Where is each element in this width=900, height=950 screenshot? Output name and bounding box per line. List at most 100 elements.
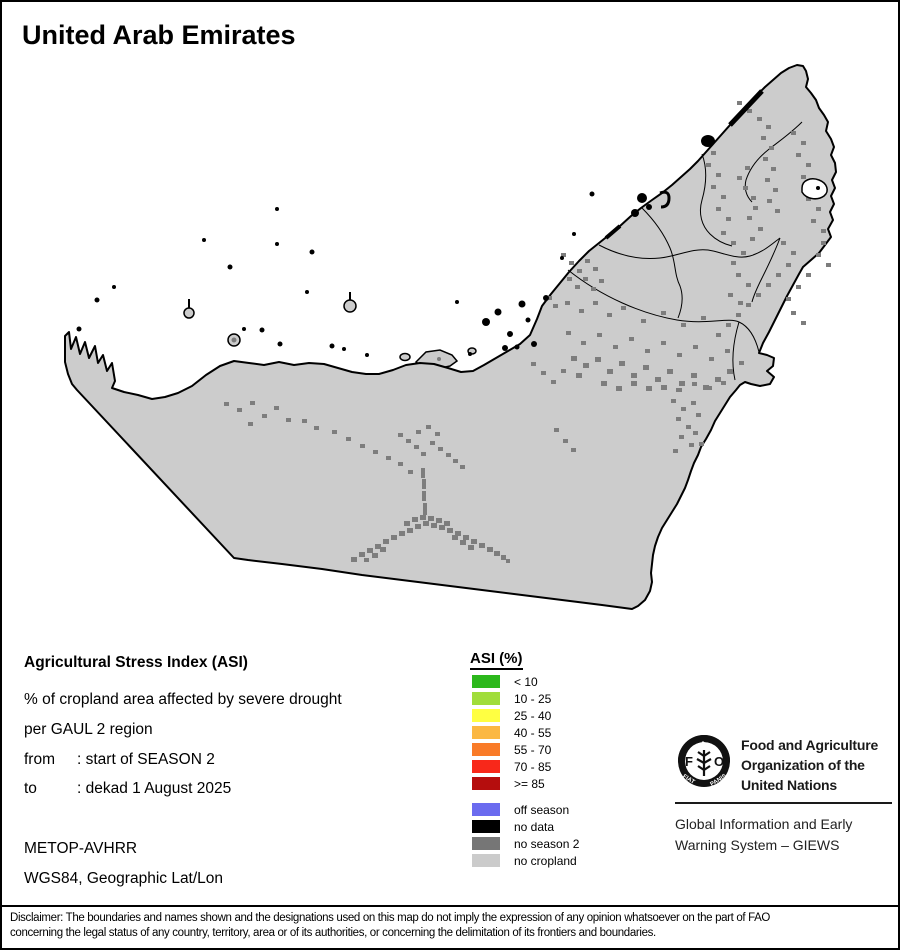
legend-class-label: 25 - 40 bbox=[514, 708, 552, 723]
coast-mark bbox=[728, 89, 764, 127]
palm-island bbox=[637, 193, 647, 203]
legend-color-swatch bbox=[472, 803, 500, 816]
sea-dot bbox=[342, 347, 346, 351]
fao-logo-icon: F A O FIAT PANIS bbox=[678, 735, 730, 788]
uae-landmass bbox=[64, 64, 837, 610]
legend-class-label: >= 85 bbox=[514, 776, 545, 791]
coastal-islet bbox=[543, 295, 549, 301]
legend-color-swatch bbox=[472, 777, 500, 790]
legend-color-swatch bbox=[472, 760, 500, 773]
island bbox=[343, 299, 357, 313]
sea-dot bbox=[275, 207, 279, 211]
sea-dot bbox=[275, 242, 279, 246]
sea-dot bbox=[202, 238, 206, 242]
sensor-name: METOP-AVHRR bbox=[24, 840, 138, 857]
fao-org-name: Food and Agriculture Organization of the… bbox=[741, 735, 878, 795]
legend-row: no cropland bbox=[472, 852, 579, 869]
sea-dot bbox=[242, 327, 246, 331]
legend-color-swatch bbox=[472, 743, 500, 756]
legend-row: no season 2 bbox=[472, 835, 579, 852]
admin-boundaries bbox=[567, 121, 803, 381]
sea-dot bbox=[329, 343, 335, 349]
legend-color-swatch bbox=[472, 692, 500, 705]
palm-island bbox=[631, 209, 639, 217]
sea-dot bbox=[305, 290, 309, 294]
coastal-islet bbox=[531, 341, 537, 347]
legend-status-label: no data bbox=[514, 819, 555, 834]
coastal-islet bbox=[494, 308, 502, 316]
asi-region-level: per GAUL 2 region bbox=[24, 721, 153, 738]
sea-dot bbox=[227, 264, 233, 270]
legend-color-swatch bbox=[472, 854, 500, 867]
sea-dot bbox=[455, 300, 459, 304]
period-from-value: : start of SEASON 2 bbox=[77, 751, 215, 768]
legend-color-swatch bbox=[472, 709, 500, 722]
fao-org-line3: United Nations bbox=[741, 777, 837, 793]
legend-status-label: no cropland bbox=[514, 853, 577, 868]
legend-asi-classes: < 10 10 - 25 25 - 40 40 - 55 55 - 70 70 … bbox=[472, 673, 551, 792]
island-group bbox=[183, 292, 477, 370]
no-season-patches bbox=[224, 101, 831, 563]
coastal-islet bbox=[507, 331, 513, 337]
disclaimer-divider bbox=[2, 905, 898, 907]
giews-line1: Global Information and Early bbox=[675, 816, 853, 832]
asi-heading: Agricultural Stress Index (ASI) bbox=[24, 654, 248, 671]
svg-text:A: A bbox=[699, 740, 707, 752]
sea-dot bbox=[560, 256, 564, 260]
island bbox=[399, 352, 411, 362]
lagoon bbox=[801, 178, 828, 200]
no-data-blob bbox=[701, 135, 715, 147]
legend-class-label: 70 - 85 bbox=[514, 759, 552, 774]
coastal-islet bbox=[502, 345, 508, 351]
svg-text:O: O bbox=[714, 754, 724, 769]
legend-class-label: 40 - 55 bbox=[514, 725, 552, 740]
legend-row: 40 - 55 bbox=[472, 724, 551, 741]
period-from: from : start of SEASON 2 bbox=[24, 751, 215, 769]
period-to: to : dekad 1 August 2025 bbox=[24, 780, 231, 798]
period-to-value: : dekad 1 August 2025 bbox=[77, 780, 232, 797]
legend-color-swatch bbox=[472, 726, 500, 739]
sea-dot bbox=[468, 352, 472, 356]
sea-dot bbox=[589, 191, 595, 197]
legend-row: no data bbox=[472, 818, 579, 835]
palm-island bbox=[646, 204, 652, 210]
legend-row: < 10 bbox=[472, 673, 551, 690]
coastal-islet bbox=[518, 300, 526, 308]
fao-divider bbox=[675, 802, 892, 804]
legend-row: off season bbox=[472, 801, 579, 818]
legend-color-swatch bbox=[472, 820, 500, 833]
projection-name: WGS84, Geographic Lat/Lon bbox=[24, 870, 224, 887]
legend-status-label: no season 2 bbox=[514, 836, 580, 851]
no-data-features bbox=[76, 89, 764, 357]
coastal-islet bbox=[482, 318, 490, 326]
legend-color-swatch bbox=[472, 837, 500, 850]
sea-dot bbox=[76, 326, 82, 332]
coastal-hook bbox=[659, 190, 671, 209]
legend-row: 10 - 25 bbox=[472, 690, 551, 707]
legend-class-label: 55 - 70 bbox=[514, 742, 552, 757]
period-to-label: to bbox=[24, 780, 37, 797]
giews-caption: Global Information and Early Warning Sys… bbox=[675, 814, 852, 856]
legend-class-label: < 10 bbox=[514, 674, 538, 689]
page-title: United Arab Emirates bbox=[22, 20, 296, 50]
legend-status-label: off season bbox=[514, 802, 570, 817]
coastal-islet bbox=[514, 344, 520, 350]
asi-description: % of cropland area affected by severe dr… bbox=[24, 691, 342, 708]
sea-dot bbox=[365, 353, 369, 357]
fao-org-line2: Organization of the bbox=[741, 757, 865, 773]
sea-dot bbox=[309, 249, 315, 255]
svg-text:F: F bbox=[685, 754, 693, 769]
disclaimer-line1: Disclaimer: The boundaries and names sho… bbox=[10, 912, 771, 924]
legend-row: >= 85 bbox=[472, 775, 551, 792]
island bbox=[183, 307, 195, 319]
legend-row: 25 - 40 bbox=[472, 707, 551, 724]
legend-row: 70 - 85 bbox=[472, 758, 551, 775]
legend-class-label: 10 - 25 bbox=[514, 691, 552, 706]
coastal-islet bbox=[525, 317, 531, 323]
period-from-label: from bbox=[24, 751, 55, 768]
sea-dot bbox=[94, 297, 100, 303]
sea-dot bbox=[112, 285, 116, 289]
sea-dot bbox=[259, 327, 265, 333]
